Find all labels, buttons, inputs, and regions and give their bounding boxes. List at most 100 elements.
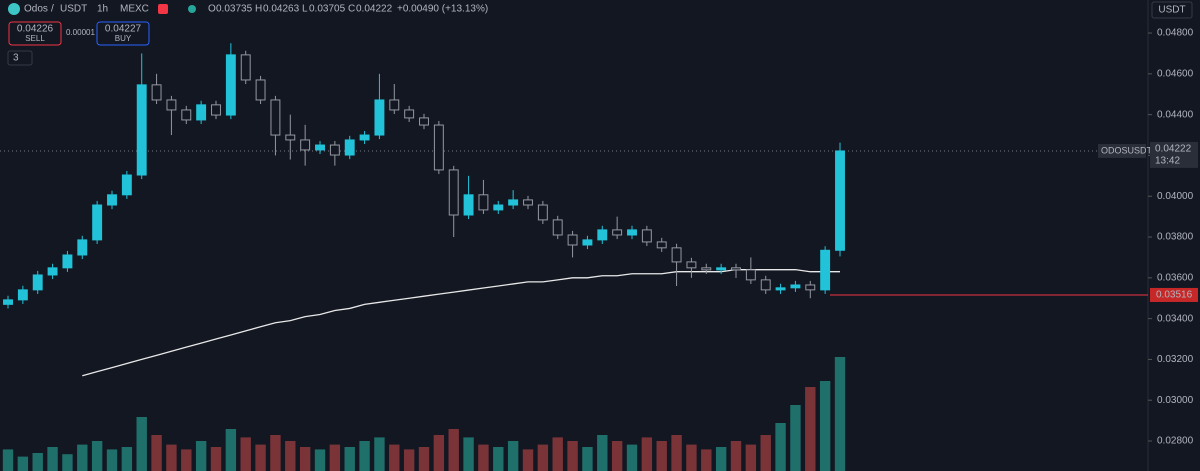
candle-body: [196, 104, 207, 121]
volume-bar: [567, 441, 578, 471]
y-tick-label: 0.03400: [1157, 313, 1194, 324]
y-tick-label: 0.04600: [1157, 68, 1194, 79]
volume-bar: [641, 437, 653, 471]
candle-body: [567, 234, 578, 246]
volume-bar: [790, 405, 801, 471]
candle-body: [225, 54, 236, 116]
o-label: O: [208, 4, 216, 15]
candle-body: [448, 169, 459, 216]
candle-body: [641, 229, 652, 243]
candle-body: [775, 287, 786, 291]
volume-bar: [32, 453, 43, 471]
countdown: 13:42: [1155, 156, 1180, 167]
c-label: C: [348, 4, 355, 15]
y-tick-label: 0.02800: [1157, 436, 1194, 447]
status-dot: [188, 5, 196, 13]
h-label: H: [255, 4, 262, 15]
volume-bar: [463, 437, 474, 471]
candle-body: [612, 229, 623, 236]
candle-body: [671, 247, 682, 263]
logo: [8, 3, 20, 15]
ticker: ODOSUSDT: [1101, 145, 1153, 155]
candle-body: [211, 104, 221, 116]
volume-bar: [195, 441, 207, 471]
candle-body: [419, 117, 429, 126]
buy-price: 0.04227: [105, 24, 142, 35]
candle-body: [315, 144, 325, 151]
candle-body: [77, 239, 88, 256]
volume-bar: [314, 449, 326, 471]
candle-body: [255, 79, 266, 101]
candle-body: [537, 204, 548, 221]
candle-body: [107, 194, 117, 206]
buy-button[interactable]: [96, 21, 150, 46]
quote: USDT: [60, 4, 87, 15]
volume-bar: [240, 437, 251, 471]
volume-bar: [522, 449, 534, 471]
volume-bar: [210, 447, 222, 471]
volume-bar: [403, 449, 415, 471]
l-label: L: [302, 4, 308, 15]
currency: USDT: [1158, 5, 1185, 16]
sep: /: [51, 4, 54, 15]
volume-bar: [91, 441, 103, 471]
candle-body: [32, 274, 43, 291]
volume-bar: [656, 441, 667, 471]
volume-bar: [389, 444, 400, 471]
candle-body: [597, 229, 608, 241]
candle-body: [433, 124, 444, 171]
volume-bar: [507, 441, 519, 471]
sell-label: SELL: [25, 34, 45, 43]
volume-bar: [448, 429, 459, 471]
volume-bar: [329, 444, 341, 471]
candle-body: [508, 199, 519, 206]
flag[interactable]: [158, 4, 168, 14]
candle-body: [47, 267, 58, 276]
candle-body: [760, 279, 771, 291]
candle-body: [389, 99, 400, 111]
volume-bar: [121, 447, 133, 471]
volume-bar: [270, 435, 281, 471]
volume-bar: [819, 381, 831, 471]
candle-body: [3, 299, 13, 305]
buy-label: BUY: [115, 34, 132, 43]
volume-bar: [537, 444, 549, 471]
currency-button[interactable]: [1151, 1, 1193, 19]
volume-bar: [299, 447, 311, 471]
candle-body: [17, 289, 28, 301]
volume-bar: [730, 441, 742, 471]
sell-button[interactable]: [8, 21, 62, 46]
volume-bar: [17, 456, 29, 471]
candle-body: [686, 261, 697, 269]
candle-body: [745, 269, 756, 281]
candle-body: [166, 99, 177, 111]
volume-bar: [433, 435, 445, 471]
candle-body: [344, 139, 355, 156]
indicators-count: 3: [13, 53, 19, 64]
exchange: MEXC: [120, 4, 149, 15]
volume-bar: [597, 435, 608, 471]
candle-body: [552, 219, 563, 236]
volume-bar: [805, 387, 816, 471]
candle-body: [300, 139, 311, 151]
candle-body: [329, 144, 340, 156]
candle-body: [493, 204, 504, 211]
candle-body: [463, 194, 474, 216]
candle-body: [716, 267, 727, 271]
volume-bar: [374, 437, 385, 471]
indicators-toggle[interactable]: [7, 50, 33, 66]
volume-bar: [2, 449, 14, 471]
h-value: 0.04263: [263, 4, 300, 15]
volume-bar: [136, 417, 147, 471]
volume-bar: [77, 444, 88, 471]
volume-bar: [760, 435, 771, 471]
candle-body: [656, 241, 667, 249]
volume-bar: [478, 444, 489, 471]
volume-bar: [834, 357, 846, 471]
l-value: 0.03705: [309, 4, 346, 15]
change: +0.00490 (+13.13%): [397, 4, 488, 15]
volume-bar: [344, 447, 355, 471]
volume-bar: [47, 447, 58, 471]
volume-bar: [285, 441, 296, 471]
volume-bar: [62, 454, 73, 471]
